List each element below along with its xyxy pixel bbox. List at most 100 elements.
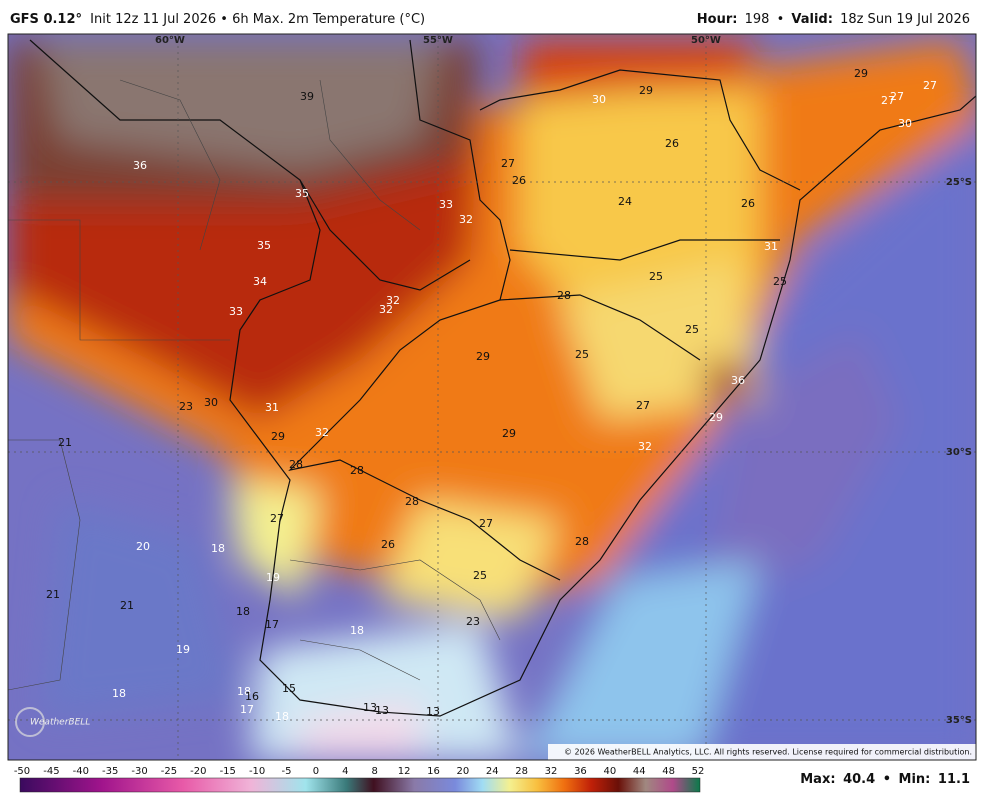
logo-text: WeatherBELL	[30, 718, 90, 728]
colorbar-tick-label: 16	[427, 766, 440, 777]
colorbar-ticks: -50 -45 -40 -35 -30 -25 -20 -15 -10 -5 0 4 8 12 16 20 24…	[14, 766, 705, 777]
grid-label: 50°W	[691, 35, 721, 46]
temperature-label: 27	[479, 517, 493, 530]
temperature-label: 29	[854, 67, 868, 80]
temperature-label: 35	[295, 187, 309, 200]
temperature-label: 17	[240, 703, 254, 716]
colorbar-tick-label: 28	[515, 766, 528, 777]
map: 60°W 55°W 50°W 25°S 30°S 35°S 39 36 35 35 34 33 33 3…	[8, 34, 976, 760]
colorbar	[19, 777, 701, 793]
temperature-label: 20	[136, 540, 150, 553]
temperature-label: 29	[271, 430, 285, 443]
temperature-label: 31	[265, 401, 279, 414]
temperature-label: 18	[211, 542, 225, 555]
temperature-label: 18	[237, 685, 251, 698]
colorbar-tick-label: -35	[102, 766, 118, 777]
grid-labels: 60°W 55°W 50°W 25°S 30°S 35°S	[155, 35, 972, 726]
temperature-label: 31	[764, 240, 778, 253]
temperature-label: 17	[265, 618, 279, 631]
temperature-label: 26	[381, 538, 395, 551]
temperature-label: 36	[133, 159, 147, 172]
temperature-label: 34	[253, 275, 267, 288]
min-label: Min:	[899, 772, 931, 787]
footer: Max: 40.4 • Min: 11.1	[800, 772, 970, 787]
temperature-label: 18	[112, 687, 126, 700]
min: 11.1	[938, 772, 970, 787]
temperature-label: 28	[405, 495, 419, 508]
max-label: Max:	[800, 772, 835, 787]
header: GFS 0.12° Init 12z 11 Jul 2026 • 6h Max.…	[10, 12, 970, 27]
colorbar-tick-label: 0	[313, 766, 319, 777]
description: Init 12z 11 Jul 2026 • 6h Max. 2m Temper…	[90, 12, 425, 27]
temperature-label: 32	[459, 213, 473, 226]
borders	[29, 39, 976, 717]
temperature-label: 33	[439, 198, 453, 211]
grid-label: 30°S	[946, 447, 972, 458]
colorbar-tick-label: 32	[545, 766, 558, 777]
temperature-label: 19	[176, 643, 190, 656]
temperature-label: 30	[592, 93, 606, 106]
temperature-label: 32	[386, 294, 400, 307]
temperature-label: 36	[731, 374, 745, 387]
hour-label: Hour:	[697, 12, 738, 27]
temperature-label: 33	[229, 305, 243, 318]
temperature-label: 13	[363, 701, 377, 714]
copyright: © 2026 WeatherBELL Analytics, LLC. All r…	[564, 748, 972, 757]
temperature-label: 29	[709, 411, 723, 424]
grid-label: 35°S	[946, 715, 972, 726]
logo: WeatherBELL	[15, 707, 90, 737]
model: GFS 0.12°	[10, 12, 82, 27]
max: 40.4	[843, 772, 875, 787]
temperature-label: 21	[58, 436, 72, 449]
separator: •	[777, 12, 785, 27]
temperature-label: 28	[289, 458, 303, 471]
temperature-label: 28	[350, 464, 364, 477]
temperature-label: 13	[375, 704, 389, 717]
temperature-label: 27	[270, 512, 284, 525]
grid-label: 55°W	[423, 35, 453, 46]
copyright-box	[548, 744, 976, 760]
temperature-label: 18	[275, 710, 289, 723]
temperature-label: 27	[881, 94, 895, 107]
colorbar-tick-label: 20	[457, 766, 470, 777]
temperature-label: 25	[773, 275, 787, 288]
hour: 198	[745, 12, 770, 27]
state-lines	[8, 79, 501, 691]
temperature-label: 32	[638, 440, 652, 453]
temperature-label: 21	[120, 599, 134, 612]
colorbar-tick-label: 36	[574, 766, 587, 777]
temperature-label: 29	[639, 84, 653, 97]
colorbar-tick-label: -25	[161, 766, 177, 777]
colorbar-tick-label: 8	[372, 766, 378, 777]
colorbar-tick-label: 24	[486, 766, 499, 777]
temperature-label: 19	[266, 571, 280, 584]
temperature-label: 27	[501, 157, 515, 170]
temperature-label: 21	[46, 588, 60, 601]
temperature-label: 16	[245, 690, 259, 703]
temperature-label: 25	[649, 270, 663, 283]
temperature-label: 28	[575, 535, 589, 548]
colorbar-tick-label: -45	[43, 766, 59, 777]
temperature-label: 30	[898, 117, 912, 130]
temperature-label: 28	[557, 289, 571, 302]
temperature-label: 27	[890, 90, 904, 103]
colorbar-tick-label: -15	[220, 766, 236, 777]
colorbar-tick-label: 52	[692, 766, 705, 777]
temperature-label: 32	[379, 303, 393, 316]
temperature-label: 23	[466, 615, 480, 628]
temperature-label: 35	[257, 239, 271, 252]
temperature-label: 29	[476, 350, 490, 363]
temperature-label: 27	[636, 399, 650, 412]
temperature-label: 25	[575, 348, 589, 361]
temperature-label: 29	[502, 427, 516, 440]
map-frame	[7, 33, 977, 761]
temperature-label: 25	[473, 569, 487, 582]
graticule	[8, 34, 976, 760]
header-left: GFS 0.12° Init 12z 11 Jul 2026 • 6h Max.…	[10, 12, 425, 27]
colorbar-tick-label: -5	[282, 766, 292, 777]
temperature-label: 24	[618, 195, 632, 208]
colorbar-tick-label: -10	[249, 766, 265, 777]
valid: 18z Sun 19 Jul 2026	[840, 12, 970, 27]
colorbar-tick-label: -40	[73, 766, 89, 777]
